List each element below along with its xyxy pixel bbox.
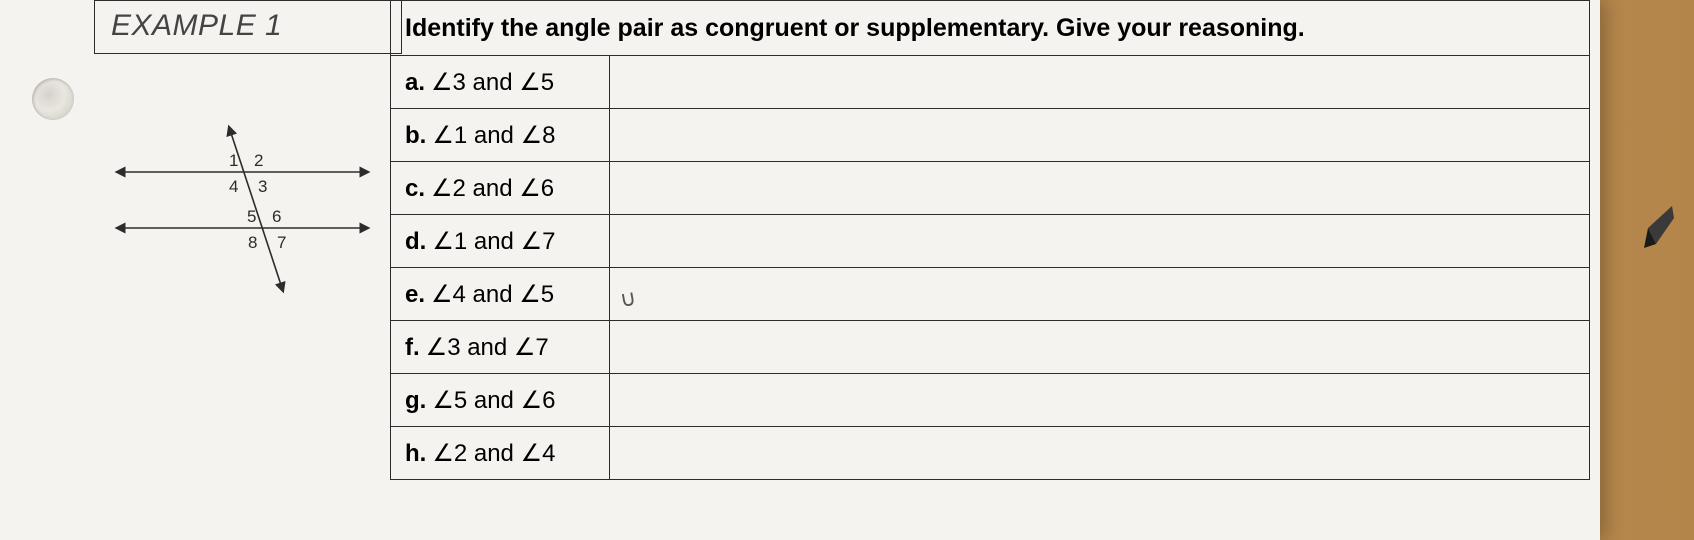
table-row: c.∠2 and ∠6 [391, 162, 1590, 215]
row-answer[interactable] [610, 321, 1590, 374]
table-row: h.∠2 and ∠4 [391, 427, 1590, 480]
row-answer[interactable] [610, 374, 1590, 427]
worksheet-paper: EXAMPLE 1 1 2 3 4 5 [0, 0, 1600, 540]
row-answer[interactable] [610, 427, 1590, 480]
table-row: b.∠1 and ∠8 [391, 109, 1590, 162]
table-row: d.∠1 and ∠7 [391, 215, 1590, 268]
row-label: a.∠3 and ∠5 [391, 56, 610, 109]
table-row: a.∠3 and ∠5 [391, 56, 1590, 109]
angle-diagram: 1 2 3 4 5 6 7 8 [110, 120, 380, 300]
svg-text:1: 1 [229, 151, 238, 170]
svg-text:6: 6 [272, 207, 281, 226]
angle-pairs-table: Identify the angle pair as congruent or … [390, 0, 1590, 480]
row-label: b.∠1 and ∠8 [391, 109, 610, 162]
row-label: c.∠2 and ∠6 [391, 162, 610, 215]
table-row: f.∠3 and ∠7 [391, 321, 1590, 374]
binder-hole [32, 78, 74, 120]
row-label: d.∠1 and ∠7 [391, 215, 610, 268]
table-header: Identify the angle pair as congruent or … [391, 1, 1590, 56]
table-header-text: Identify the angle pair as congruent or … [405, 14, 1305, 42]
row-label: e.∠4 and ∠5 [391, 268, 610, 321]
row-label: g.∠5 and ∠6 [391, 374, 610, 427]
desk-background: EXAMPLE 1 1 2 3 4 5 [0, 0, 1694, 540]
row-answer[interactable] [610, 162, 1590, 215]
example-title-box: EXAMPLE 1 [94, 0, 402, 54]
row-answer[interactable] [610, 268, 1590, 321]
table-row: g.∠5 and ∠6 [391, 374, 1590, 427]
svg-text:3: 3 [258, 177, 267, 196]
row-answer[interactable] [610, 215, 1590, 268]
svg-text:5: 5 [247, 207, 256, 226]
row-answer[interactable] [610, 109, 1590, 162]
row-label: f.∠3 and ∠7 [391, 321, 610, 374]
svg-text:8: 8 [248, 233, 257, 252]
example-title: EXAMPLE 1 [111, 9, 282, 42]
row-label: h.∠2 and ∠4 [391, 427, 610, 480]
svg-text:4: 4 [229, 177, 238, 196]
svg-text:2: 2 [254, 151, 263, 170]
svg-text:7: 7 [277, 233, 286, 252]
pen-tip-icon [1642, 204, 1676, 254]
table-row: e.∠4 and ∠5 [391, 268, 1590, 321]
row-answer[interactable] [610, 56, 1590, 109]
